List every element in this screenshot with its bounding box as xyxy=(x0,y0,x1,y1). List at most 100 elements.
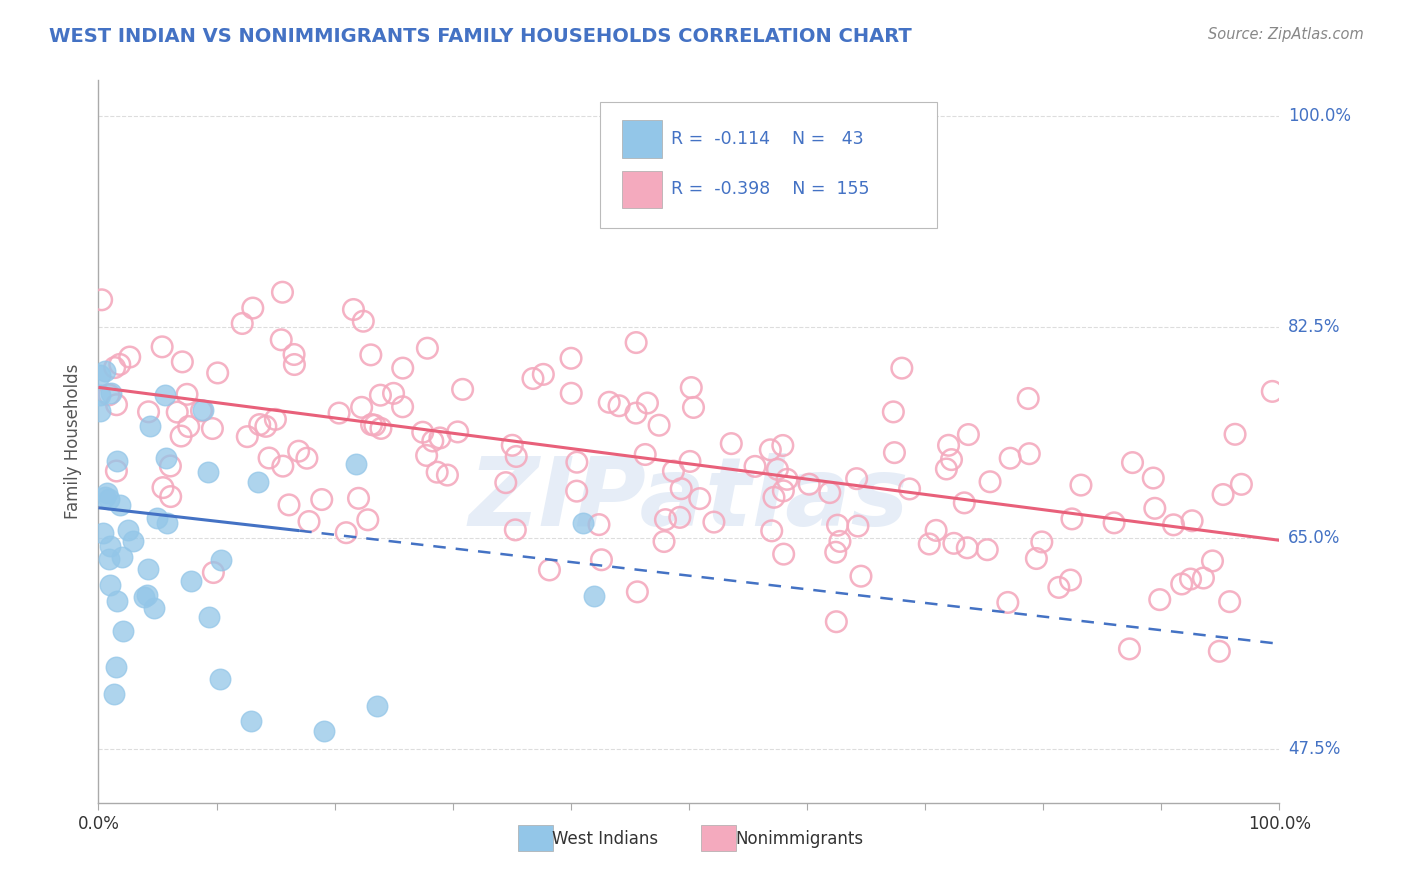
Point xyxy=(391,400,413,414)
Text: 65.0%: 65.0% xyxy=(1288,529,1340,547)
Point xyxy=(357,513,380,527)
Point xyxy=(849,569,872,583)
Point xyxy=(522,371,544,385)
Point xyxy=(295,451,318,466)
Point xyxy=(350,401,373,415)
Point xyxy=(942,536,965,550)
Text: R =  -0.398    N =  155: R = -0.398 N = 155 xyxy=(671,180,870,198)
Point xyxy=(898,482,921,496)
Point xyxy=(1261,384,1284,399)
Point xyxy=(669,482,692,496)
Point xyxy=(759,442,782,457)
Point xyxy=(591,553,613,567)
Point xyxy=(366,699,388,714)
Point xyxy=(287,444,309,458)
Point xyxy=(117,523,139,537)
Point xyxy=(505,523,527,537)
FancyBboxPatch shape xyxy=(517,825,553,851)
Point xyxy=(654,513,676,527)
Point xyxy=(180,574,202,588)
Point xyxy=(1180,572,1202,586)
Point xyxy=(159,458,181,473)
Point xyxy=(1031,535,1053,549)
Text: West Indians: West Indians xyxy=(553,830,658,848)
Point xyxy=(624,406,647,420)
Point xyxy=(93,526,115,541)
Point xyxy=(918,537,941,551)
FancyBboxPatch shape xyxy=(621,170,662,208)
Point xyxy=(882,405,904,419)
Point xyxy=(172,355,194,369)
Text: Nonimmigrants: Nonimmigrants xyxy=(735,830,863,848)
Point xyxy=(90,293,112,307)
Point xyxy=(1070,478,1092,492)
Point xyxy=(211,553,233,567)
Point xyxy=(335,525,357,540)
Point xyxy=(155,450,177,465)
Point xyxy=(207,366,229,380)
Point xyxy=(283,347,305,361)
Point xyxy=(818,485,841,500)
Point xyxy=(560,351,582,366)
Point xyxy=(103,687,125,701)
Point xyxy=(679,454,702,468)
Point xyxy=(636,396,658,410)
Point xyxy=(772,547,794,561)
Point xyxy=(360,348,382,362)
Point xyxy=(938,438,960,452)
Point xyxy=(108,358,131,372)
Point xyxy=(347,491,370,506)
Point xyxy=(1018,447,1040,461)
Point xyxy=(827,518,849,533)
Point xyxy=(505,450,527,464)
Point xyxy=(139,418,162,433)
Point xyxy=(682,401,704,415)
Point xyxy=(890,361,912,376)
Point xyxy=(681,381,703,395)
Point xyxy=(1102,516,1125,530)
Point xyxy=(98,388,121,402)
Point xyxy=(957,427,980,442)
Point xyxy=(110,549,132,564)
Point xyxy=(588,517,610,532)
Point xyxy=(197,466,219,480)
Point xyxy=(176,387,198,401)
Point xyxy=(1060,512,1083,526)
Point xyxy=(607,399,630,413)
Point xyxy=(177,419,200,434)
FancyBboxPatch shape xyxy=(621,120,662,158)
Point xyxy=(1025,551,1047,566)
Point xyxy=(571,516,593,531)
Point xyxy=(799,477,821,491)
Point xyxy=(772,483,794,498)
Point xyxy=(391,361,413,376)
Point xyxy=(720,436,742,450)
Point xyxy=(136,562,159,576)
Text: 47.5%: 47.5% xyxy=(1288,739,1340,757)
Text: Source: ZipAtlas.com: Source: ZipAtlas.com xyxy=(1208,27,1364,42)
Point xyxy=(112,624,135,639)
Point xyxy=(122,533,145,548)
Point xyxy=(328,406,350,420)
Point xyxy=(314,723,336,738)
Point xyxy=(772,438,794,452)
Point xyxy=(626,585,648,599)
Point xyxy=(89,404,111,418)
Point xyxy=(249,417,271,432)
Point xyxy=(242,301,264,315)
Point xyxy=(761,524,783,538)
Point xyxy=(94,490,117,504)
Point xyxy=(436,468,458,483)
Point xyxy=(501,438,523,452)
Point xyxy=(652,534,675,549)
Point xyxy=(146,511,169,525)
Point xyxy=(1219,595,1241,609)
Point xyxy=(953,496,976,510)
Point xyxy=(565,484,588,499)
Point xyxy=(270,333,292,347)
Point xyxy=(997,595,1019,609)
Point xyxy=(1163,517,1185,532)
Point xyxy=(426,465,449,479)
Point xyxy=(703,515,725,529)
Point xyxy=(1201,554,1223,568)
